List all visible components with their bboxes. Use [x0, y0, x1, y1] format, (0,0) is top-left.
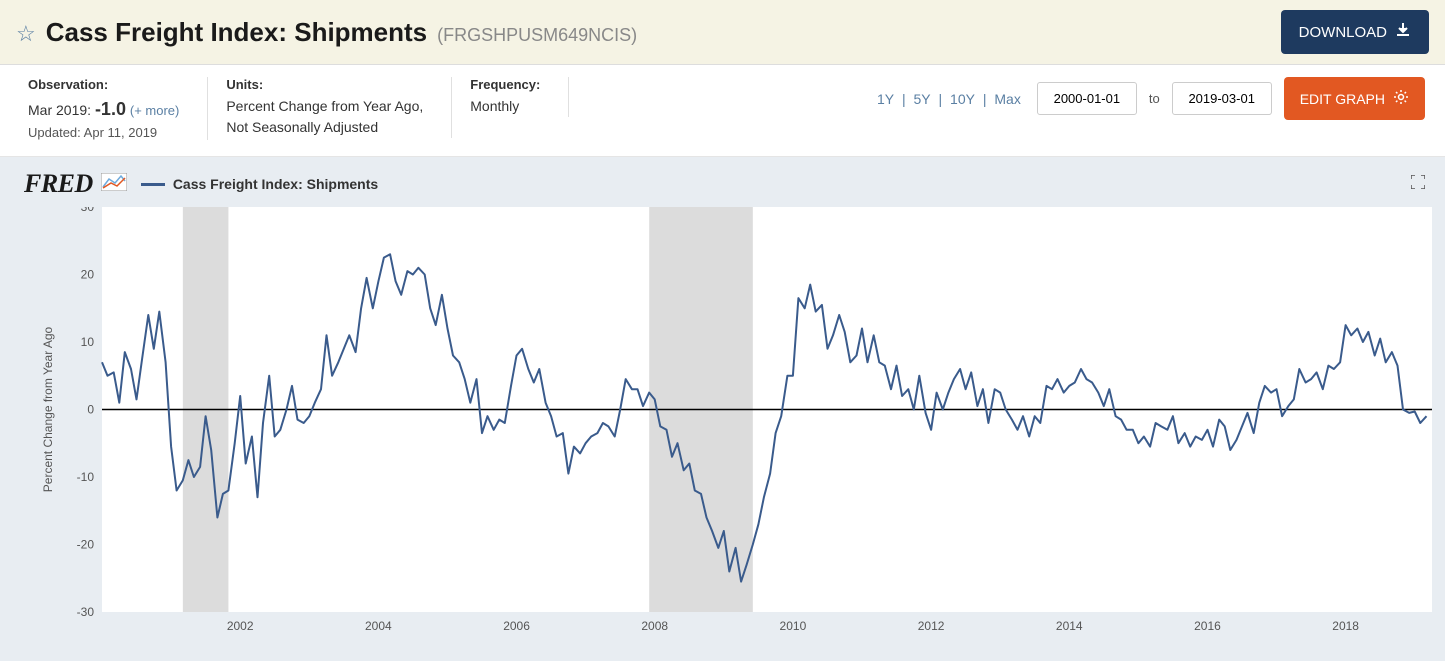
- header-bar: ☆ Cass Freight Index: Shipments (FRGSHPU…: [0, 0, 1445, 65]
- svg-text:Percent Change from Year Ago: Percent Change from Year Ago: [41, 326, 55, 492]
- frequency-value: Monthly: [470, 96, 540, 117]
- range-links: 1Y | 5Y | 10Y | Max: [873, 91, 1025, 107]
- updated-label: Updated:: [28, 125, 81, 140]
- svg-text:-20: -20: [77, 538, 95, 552]
- units-value: Percent Change from Year Ago, Not Season…: [226, 96, 423, 138]
- svg-text:2010: 2010: [780, 619, 807, 633]
- series-id: (FRGSHPUSM649NCIS): [437, 25, 637, 46]
- fred-logo: FRED: [24, 169, 93, 199]
- date-from-input[interactable]: [1037, 82, 1137, 115]
- svg-text:10: 10: [81, 335, 95, 349]
- svg-text:2014: 2014: [1056, 619, 1083, 633]
- chart-region: FRED Cass Freight Index: Shipments -30 -2…: [0, 157, 1445, 661]
- svg-text:2008: 2008: [641, 619, 668, 633]
- download-button[interactable]: DOWNLOAD: [1281, 10, 1429, 54]
- edit-graph-button[interactable]: EDIT GRAPH: [1284, 77, 1425, 120]
- updated-row: Updated: Apr 11, 2019: [28, 125, 179, 140]
- legend-swatch: [141, 183, 165, 186]
- svg-text:20: 20: [81, 268, 95, 282]
- fullscreen-icon[interactable]: [1411, 175, 1431, 194]
- svg-text:2004: 2004: [365, 619, 392, 633]
- observation-value: -1.0: [95, 99, 126, 119]
- units-col: Units: Percent Change from Year Ago, Not…: [226, 77, 452, 138]
- range-1y[interactable]: 1Y: [873, 91, 898, 107]
- page-title: Cass Freight Index: Shipments: [46, 17, 427, 48]
- more-link[interactable]: (+ more): [130, 103, 179, 118]
- chart-header: FRED Cass Freight Index: Shipments: [14, 165, 1431, 207]
- star-icon[interactable]: ☆: [16, 21, 36, 47]
- gear-icon: [1393, 89, 1409, 108]
- svg-text:0: 0: [87, 403, 94, 417]
- to-label: to: [1149, 91, 1160, 106]
- svg-text:2016: 2016: [1194, 619, 1221, 633]
- svg-text:2002: 2002: [227, 619, 254, 633]
- frequency-label: Frequency:: [470, 77, 540, 92]
- date-to-input[interactable]: [1172, 82, 1272, 115]
- chart-svg: -30 -20 -10 0 10 20 30 2002 2004 2006 2008 2010 2012…: [14, 207, 1432, 647]
- svg-text:2012: 2012: [918, 619, 945, 633]
- svg-text:30: 30: [81, 207, 95, 214]
- updated-value: Apr 11, 2019: [84, 125, 157, 140]
- meta-bar: Observation: Mar 2019: -1.0 (+ more) Upd…: [0, 65, 1445, 157]
- edit-graph-label: EDIT GRAPH: [1300, 91, 1385, 107]
- chart-logo-icon: [101, 173, 127, 196]
- title-wrap: ☆ Cass Freight Index: Shipments (FRGSHPU…: [16, 17, 637, 48]
- range-max[interactable]: Max: [990, 91, 1024, 107]
- observation-col: Observation: Mar 2019: -1.0 (+ more) Upd…: [28, 77, 208, 140]
- range-5y[interactable]: 5Y: [910, 91, 935, 107]
- svg-text:2006: 2006: [503, 619, 530, 633]
- frequency-col: Frequency: Monthly: [470, 77, 569, 117]
- range-10y[interactable]: 10Y: [946, 91, 979, 107]
- observation-value-row: Mar 2019: -1.0 (+ more): [28, 96, 179, 123]
- download-label: DOWNLOAD: [1299, 24, 1387, 41]
- observation-date: Mar 2019:: [28, 102, 91, 118]
- svg-text:-10: -10: [77, 470, 95, 484]
- svg-text:-30: -30: [77, 605, 95, 619]
- observation-label: Observation:: [28, 77, 179, 92]
- svg-text:2018: 2018: [1332, 619, 1359, 633]
- legend-label: Cass Freight Index: Shipments: [173, 176, 378, 192]
- units-label: Units:: [226, 77, 423, 92]
- download-icon: [1395, 22, 1411, 42]
- controls: 1Y | 5Y | 10Y | Max to EDIT GRAPH: [873, 77, 1425, 120]
